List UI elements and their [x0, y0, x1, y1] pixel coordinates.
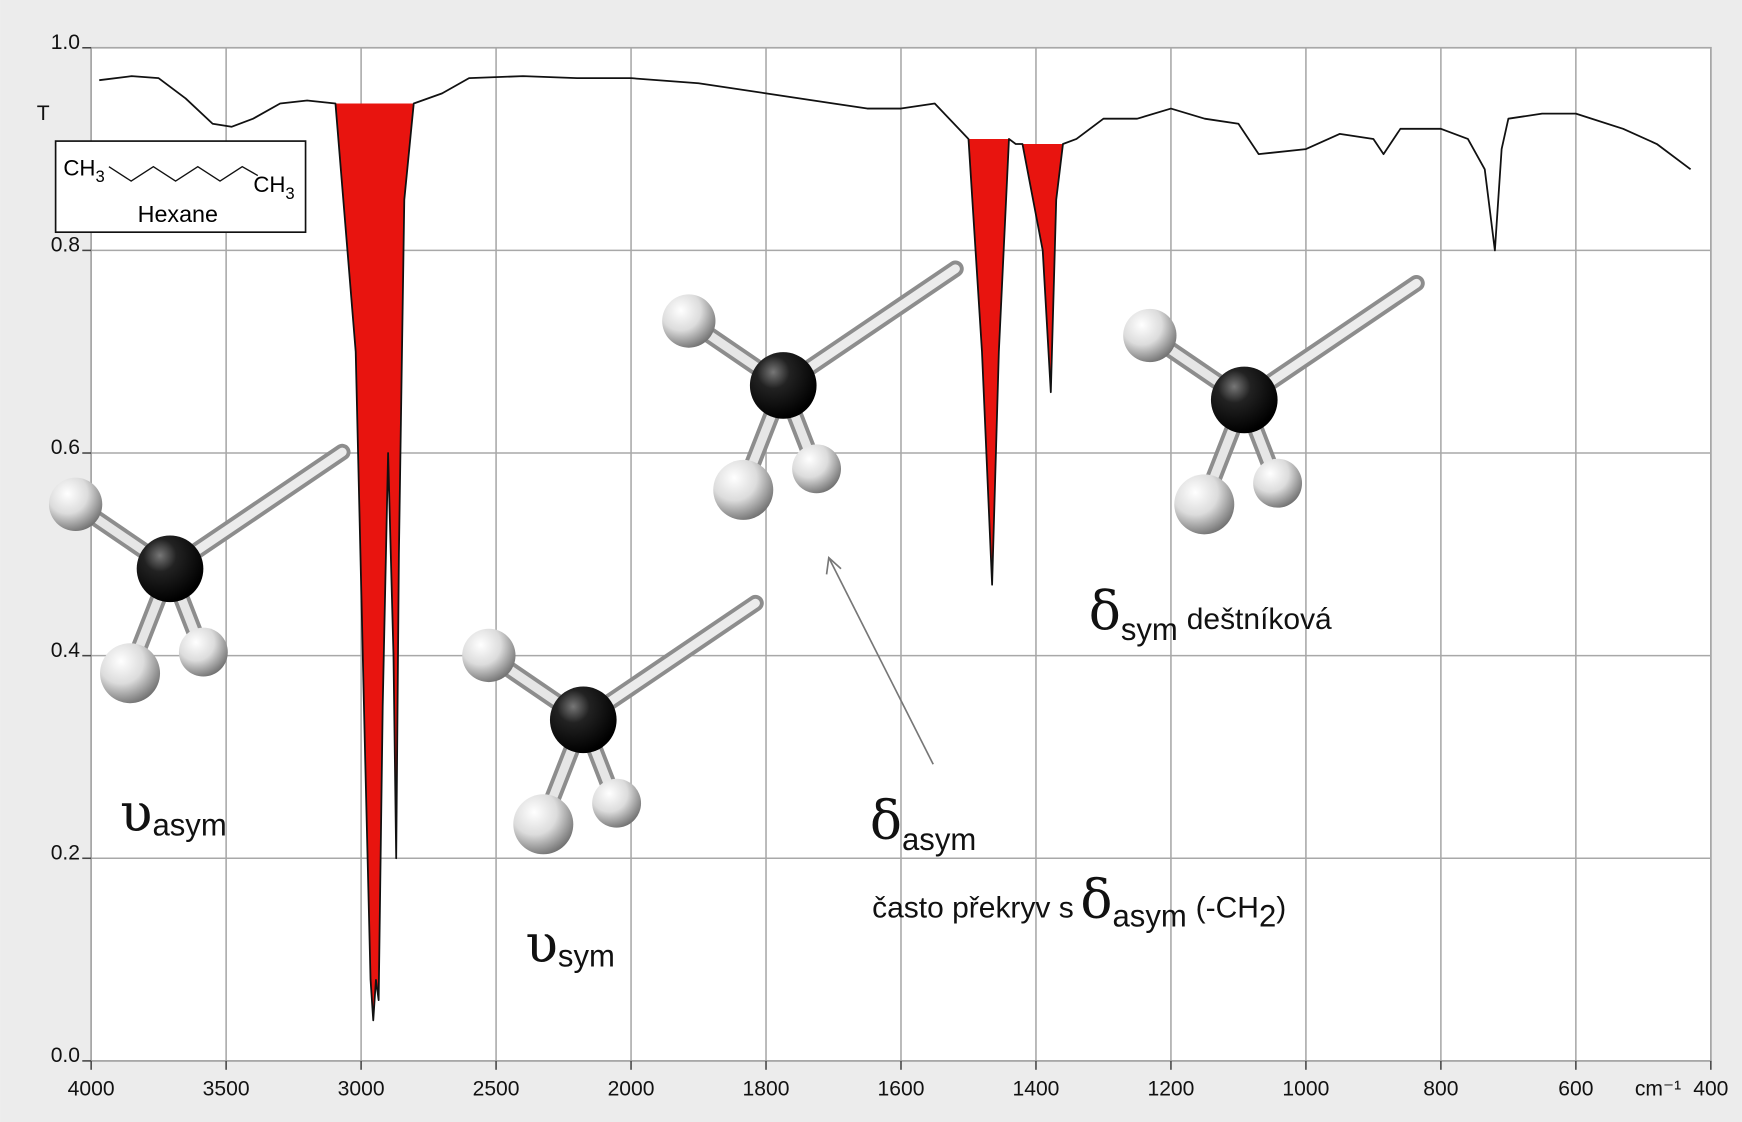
x-axis-label: cm⁻¹: [1635, 1077, 1681, 1100]
x-tick-label: 2000: [608, 1077, 655, 1100]
y-tick-label: 1.0: [51, 31, 80, 54]
greek-symbol: δ: [1089, 580, 1121, 642]
y-axis-label: T: [37, 102, 50, 125]
x-tick-label: 800: [1423, 1077, 1458, 1100]
x-tick-label: 600: [1558, 1077, 1593, 1100]
subscript: asym: [902, 822, 976, 857]
annotation-text: ): [1276, 892, 1286, 925]
x-tick-label: 2500: [473, 1077, 520, 1100]
x-tick-label: 400: [1693, 1077, 1728, 1100]
y-tick-label: 0.2: [51, 841, 80, 864]
y-tick-label: 0.4: [51, 639, 81, 662]
x-tick-label: 1400: [1012, 1077, 1059, 1100]
inset-text: CH: [63, 156, 95, 181]
subscript: asym: [1113, 898, 1187, 933]
inset-name: Hexane: [138, 201, 218, 227]
x-tick-label: 1000: [1282, 1077, 1329, 1100]
greek-symbol: δ: [1080, 869, 1112, 931]
x-tick-label: 1600: [878, 1077, 925, 1100]
inset-sub: 3: [285, 184, 294, 203]
x-tick-label: 3500: [203, 1077, 250, 1100]
annotation-text: často překryv s: [872, 892, 1074, 925]
x-tick-label: 1200: [1147, 1077, 1194, 1100]
subscript: 2: [1259, 898, 1276, 933]
greek-symbol: δ: [870, 790, 902, 852]
x-tick-label: 4000: [68, 1077, 115, 1100]
x-tick-label: 1800: [743, 1077, 790, 1100]
greek-symbol: υ: [526, 913, 558, 975]
y-tick-label: 0.6: [51, 436, 80, 459]
y-tick-label: 0.8: [51, 234, 80, 257]
inset: CH3 CH3 Hexane: [56, 141, 306, 232]
inset-sub: 3: [95, 167, 104, 186]
subscript: sym: [1121, 612, 1178, 647]
chart: 0.0 0.2 0.4 0.6 0.8 1.0 4000 3500 3000 2500 2000 18…: [0, 0, 1742, 1122]
x-tick-label: 3000: [338, 1077, 385, 1100]
greek-symbol: υ: [120, 782, 152, 844]
subscript: sym: [558, 938, 615, 973]
annotation-text: (-CH: [1196, 892, 1259, 925]
inset-text: CH: [253, 172, 285, 197]
annotation-text: deštníková: [1187, 603, 1332, 636]
y-tick-label: 0.0: [51, 1044, 80, 1067]
subscript: asym: [152, 807, 226, 842]
